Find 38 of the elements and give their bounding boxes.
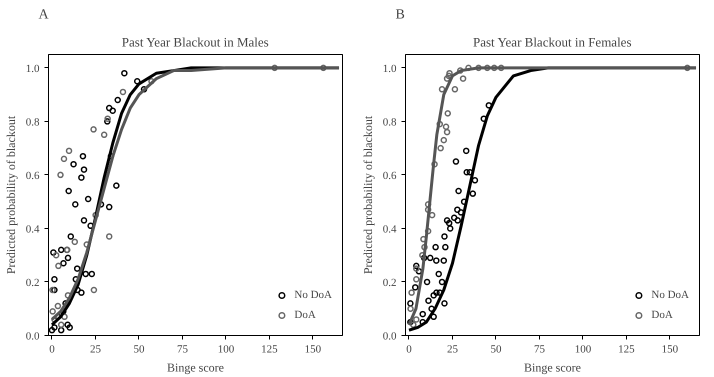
x-tick-label: 150 — [662, 344, 679, 356]
y-tick-label: 0.4 — [26, 223, 40, 236]
y-tick-label: 0.2 — [26, 276, 40, 289]
legend-label: DoA — [651, 309, 673, 321]
legend-label: No DoA — [294, 289, 332, 301]
y-tick-label: 0.0 — [26, 330, 40, 342]
legend-label: DoA — [294, 309, 316, 321]
y-tick-label: 1.0 — [382, 62, 397, 75]
chart-title: Past Year Blackout in Males — [122, 34, 269, 50]
text: A — [38, 8, 50, 22]
x-tick-label: 75 — [176, 344, 188, 356]
x-tick-label: 125 — [261, 344, 278, 356]
text: B — [396, 8, 405, 22]
y-tick-label: 0.8 — [26, 116, 40, 128]
x-axis-title: Binge score — [524, 360, 581, 374]
y-tick-label: 0.2 — [382, 276, 396, 289]
y-axis-title: Predicted probability of blackout — [360, 115, 375, 274]
x-tick-label: 100 — [218, 344, 235, 356]
y-tick-label: 0.6 — [382, 170, 397, 182]
y-axis-title: Predicted probability of blackout — [4, 115, 18, 274]
x-tick-label: 25 — [90, 344, 102, 356]
chart-title: Past Year Blackout in Females — [473, 34, 632, 50]
y-tick-label: 0.4 — [382, 223, 397, 236]
legend-label: No DoA — [651, 289, 689, 301]
x-tick-label: 75 — [534, 344, 546, 356]
x-tick-label: 25 — [446, 344, 458, 356]
x-tick-label: 125 — [618, 344, 636, 356]
y-tick-label: 0.6 — [26, 170, 40, 182]
x-tick-label: 100 — [574, 344, 592, 356]
x-tick-label: 0 — [49, 344, 56, 356]
x-tick-label: 150 — [304, 344, 322, 356]
x-tick-label: 50 — [490, 344, 502, 356]
x-tick-label: 50 — [133, 344, 145, 356]
y-tick-label: 1.0 — [26, 62, 40, 75]
y-tick-label: 0.0 — [382, 330, 397, 342]
x-tick-label: 0 — [406, 344, 412, 356]
x-axis-title: Binge score — [167, 360, 224, 374]
y-tick-label: 0.8 — [382, 116, 397, 128]
